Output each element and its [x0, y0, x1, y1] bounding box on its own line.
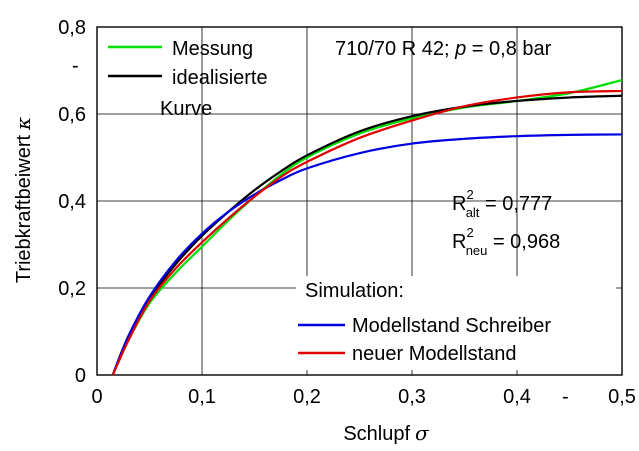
legend-label-neu: neuer Modellstand [352, 343, 517, 365]
legend-label-kurve: Kurve [160, 98, 212, 120]
r2-old-sub: alt [466, 205, 480, 220]
y-tick-label: 0,6 [58, 104, 86, 126]
y-tick-label: 0,4 [58, 191, 86, 213]
r2-new-sub: neu [466, 243, 488, 258]
condition-rest: = 0,8 bar [466, 38, 551, 60]
y-tick-label: 0,8 [58, 17, 86, 39]
series-line-3 [111, 133, 623, 376]
legend-bottom-bg [296, 276, 616, 370]
r2-new-annotation: R2 neu = 0,968 [452, 225, 560, 258]
r2-old-r: R [452, 193, 466, 215]
legend-top: Messung idealisierte Kurve - [72, 38, 268, 120]
stray-dash-x: - [562, 386, 569, 408]
condition-p-symbol: p [454, 38, 466, 60]
r2-new-sup: 2 [466, 225, 473, 240]
series-line-2 [111, 94, 623, 376]
r2-old-value: = 0,777 [479, 193, 552, 215]
series-layer [111, 79, 623, 376]
r2-new-r: R [452, 231, 466, 253]
legend-label-messung: Messung [172, 38, 253, 60]
stray-dash-y: - [72, 55, 79, 77]
x-tick-label: 0,1 [188, 386, 216, 408]
x-tick-label: 0,3 [398, 386, 426, 408]
y-tick-label: 0 [75, 365, 86, 387]
x-axis-label: Schlupf σ [343, 421, 430, 445]
legend-label-schreiber: Modellstand Schreiber [352, 315, 551, 337]
y-axis-label-symbol: κ [11, 117, 35, 131]
x-tick-label: 0 [91, 386, 102, 408]
axis-ticks: 0 0,1 0,2 0,3 0,4 0,5 0 0,2 0,4 0,6 0,8 [58, 17, 636, 408]
x-tick-label: 0,5 [608, 386, 636, 408]
r2-old-annotation: R2 alt = 0,777 [452, 187, 552, 220]
y-axis-label-text: Triebkraftbeiwert [13, 135, 35, 284]
plot-frame [96, 26, 623, 376]
x-tick-label: 0,4 [503, 386, 531, 408]
x-tick-label: 0,2 [293, 386, 321, 408]
condition-text: 710/70 R 42; [335, 38, 455, 60]
simulation-heading: Simulation: [305, 280, 404, 302]
x-axis-label-text: Schlupf [343, 423, 410, 445]
legend-bottom: Simulation: Modellstand Schreiber neuer … [296, 276, 616, 370]
r2-old-sup: 2 [466, 187, 473, 202]
condition-annotation: 710/70 R 42; p = 0,8 bar [335, 38, 552, 60]
series-line-4 [111, 89, 623, 376]
r2-new-value: = 0,968 [487, 231, 560, 253]
legend-label-idealisiert: idealisierte [172, 67, 268, 89]
x-axis-label-symbol: σ [415, 421, 430, 445]
y-tick-label: 0,2 [58, 278, 86, 300]
y-axis-label: Triebkraftbeiwert κ [11, 117, 35, 283]
